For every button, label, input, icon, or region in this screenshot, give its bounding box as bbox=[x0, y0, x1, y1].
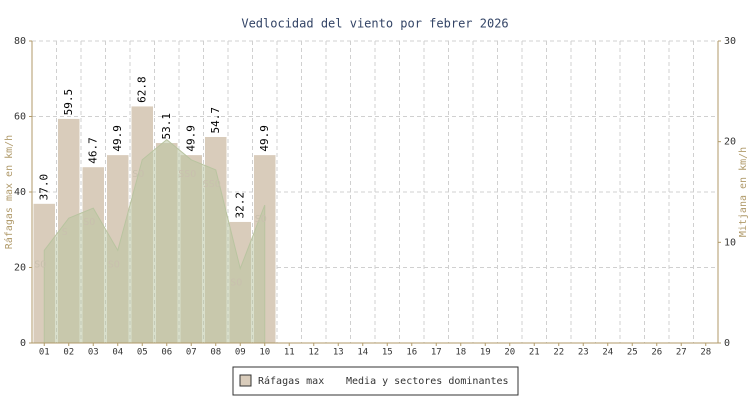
x-tick-label: 13 bbox=[333, 348, 344, 358]
x-tick-label: 23 bbox=[578, 348, 589, 358]
x-tick-label: 10 bbox=[259, 348, 270, 358]
x-tick-label: 08 bbox=[210, 348, 221, 358]
y2-tick-label: 0 bbox=[724, 338, 730, 349]
legend-box bbox=[232, 366, 519, 396]
sector-label: SSO bbox=[178, 169, 196, 180]
x-tick-label: 04 bbox=[112, 348, 123, 358]
x-tick-label: 18 bbox=[455, 348, 466, 358]
sector-label: SO bbox=[230, 278, 242, 289]
x-tick-label: 01 bbox=[39, 348, 50, 358]
x-tick-label: 06 bbox=[161, 348, 172, 358]
legend-swatch bbox=[239, 374, 252, 387]
value-label: 32.2 bbox=[233, 192, 246, 219]
value-label: 53.1 bbox=[160, 113, 173, 140]
legend-label: Ráfagas max bbox=[258, 375, 324, 387]
y2-axis-label: Mitjana en km/h bbox=[738, 147, 749, 237]
x-tick-label: 07 bbox=[186, 348, 197, 358]
sector-label: SO bbox=[83, 217, 95, 228]
x-tick-label: 26 bbox=[651, 348, 662, 358]
value-label: 59.5 bbox=[62, 89, 75, 116]
y-tick-label: 40 bbox=[14, 187, 26, 198]
value-label: 49.9 bbox=[184, 125, 197, 152]
x-tick-label: 20 bbox=[504, 348, 515, 358]
y2-tick-label: 30 bbox=[724, 36, 736, 47]
x-tick-label: 27 bbox=[676, 348, 687, 358]
sector-label: SO bbox=[255, 214, 267, 225]
value-label: 54.7 bbox=[209, 107, 222, 134]
x-tick-label: 24 bbox=[602, 348, 613, 358]
y-tick-label: 0 bbox=[20, 338, 26, 349]
x-tick-label: 12 bbox=[308, 348, 319, 358]
x-tick-label: 28 bbox=[700, 348, 711, 358]
y-tick-label: 80 bbox=[14, 36, 26, 47]
area bbox=[43, 139, 266, 344]
x-tick-label: 02 bbox=[63, 348, 74, 358]
y-tick-label: 20 bbox=[14, 263, 26, 274]
sector-label: SO bbox=[108, 259, 120, 270]
y-axis-label: Ráfagas max en km/h bbox=[3, 135, 15, 249]
chart-title: Vedlocidad del viento por febrer 2026 bbox=[241, 17, 508, 31]
x-tick-label: 17 bbox=[431, 348, 442, 358]
sector-label: SO bbox=[34, 259, 46, 270]
x-tick-label: 05 bbox=[137, 348, 148, 358]
y-tick-label: 60 bbox=[14, 112, 26, 123]
x-tick-label: 16 bbox=[406, 348, 417, 358]
x-tick-label: 25 bbox=[627, 348, 638, 358]
sector-label: SSO bbox=[203, 179, 221, 190]
x-tick-label: 09 bbox=[235, 348, 246, 358]
y2-tick-label: 20 bbox=[724, 137, 736, 148]
x-tick-label: 21 bbox=[529, 348, 540, 358]
x-tick-label: 22 bbox=[553, 348, 564, 358]
sector-label: SO bbox=[132, 169, 144, 180]
legend-label: Media y sectores dominantes bbox=[346, 376, 509, 387]
value-label: 49.9 bbox=[258, 125, 271, 152]
x-tick-label: 19 bbox=[480, 348, 491, 358]
value-label: 62.8 bbox=[135, 76, 148, 103]
x-tick-label: 15 bbox=[382, 348, 393, 358]
x-tick-label: 11 bbox=[284, 348, 295, 358]
value-label: 49.9 bbox=[111, 125, 124, 152]
y2-tick-label: 10 bbox=[724, 237, 736, 248]
sector-label: S bbox=[62, 227, 68, 238]
value-label: 37.0 bbox=[37, 174, 50, 201]
x-tick-label: 03 bbox=[88, 348, 99, 358]
value-label: 46.7 bbox=[86, 137, 99, 164]
x-tick-label: 14 bbox=[357, 348, 368, 358]
